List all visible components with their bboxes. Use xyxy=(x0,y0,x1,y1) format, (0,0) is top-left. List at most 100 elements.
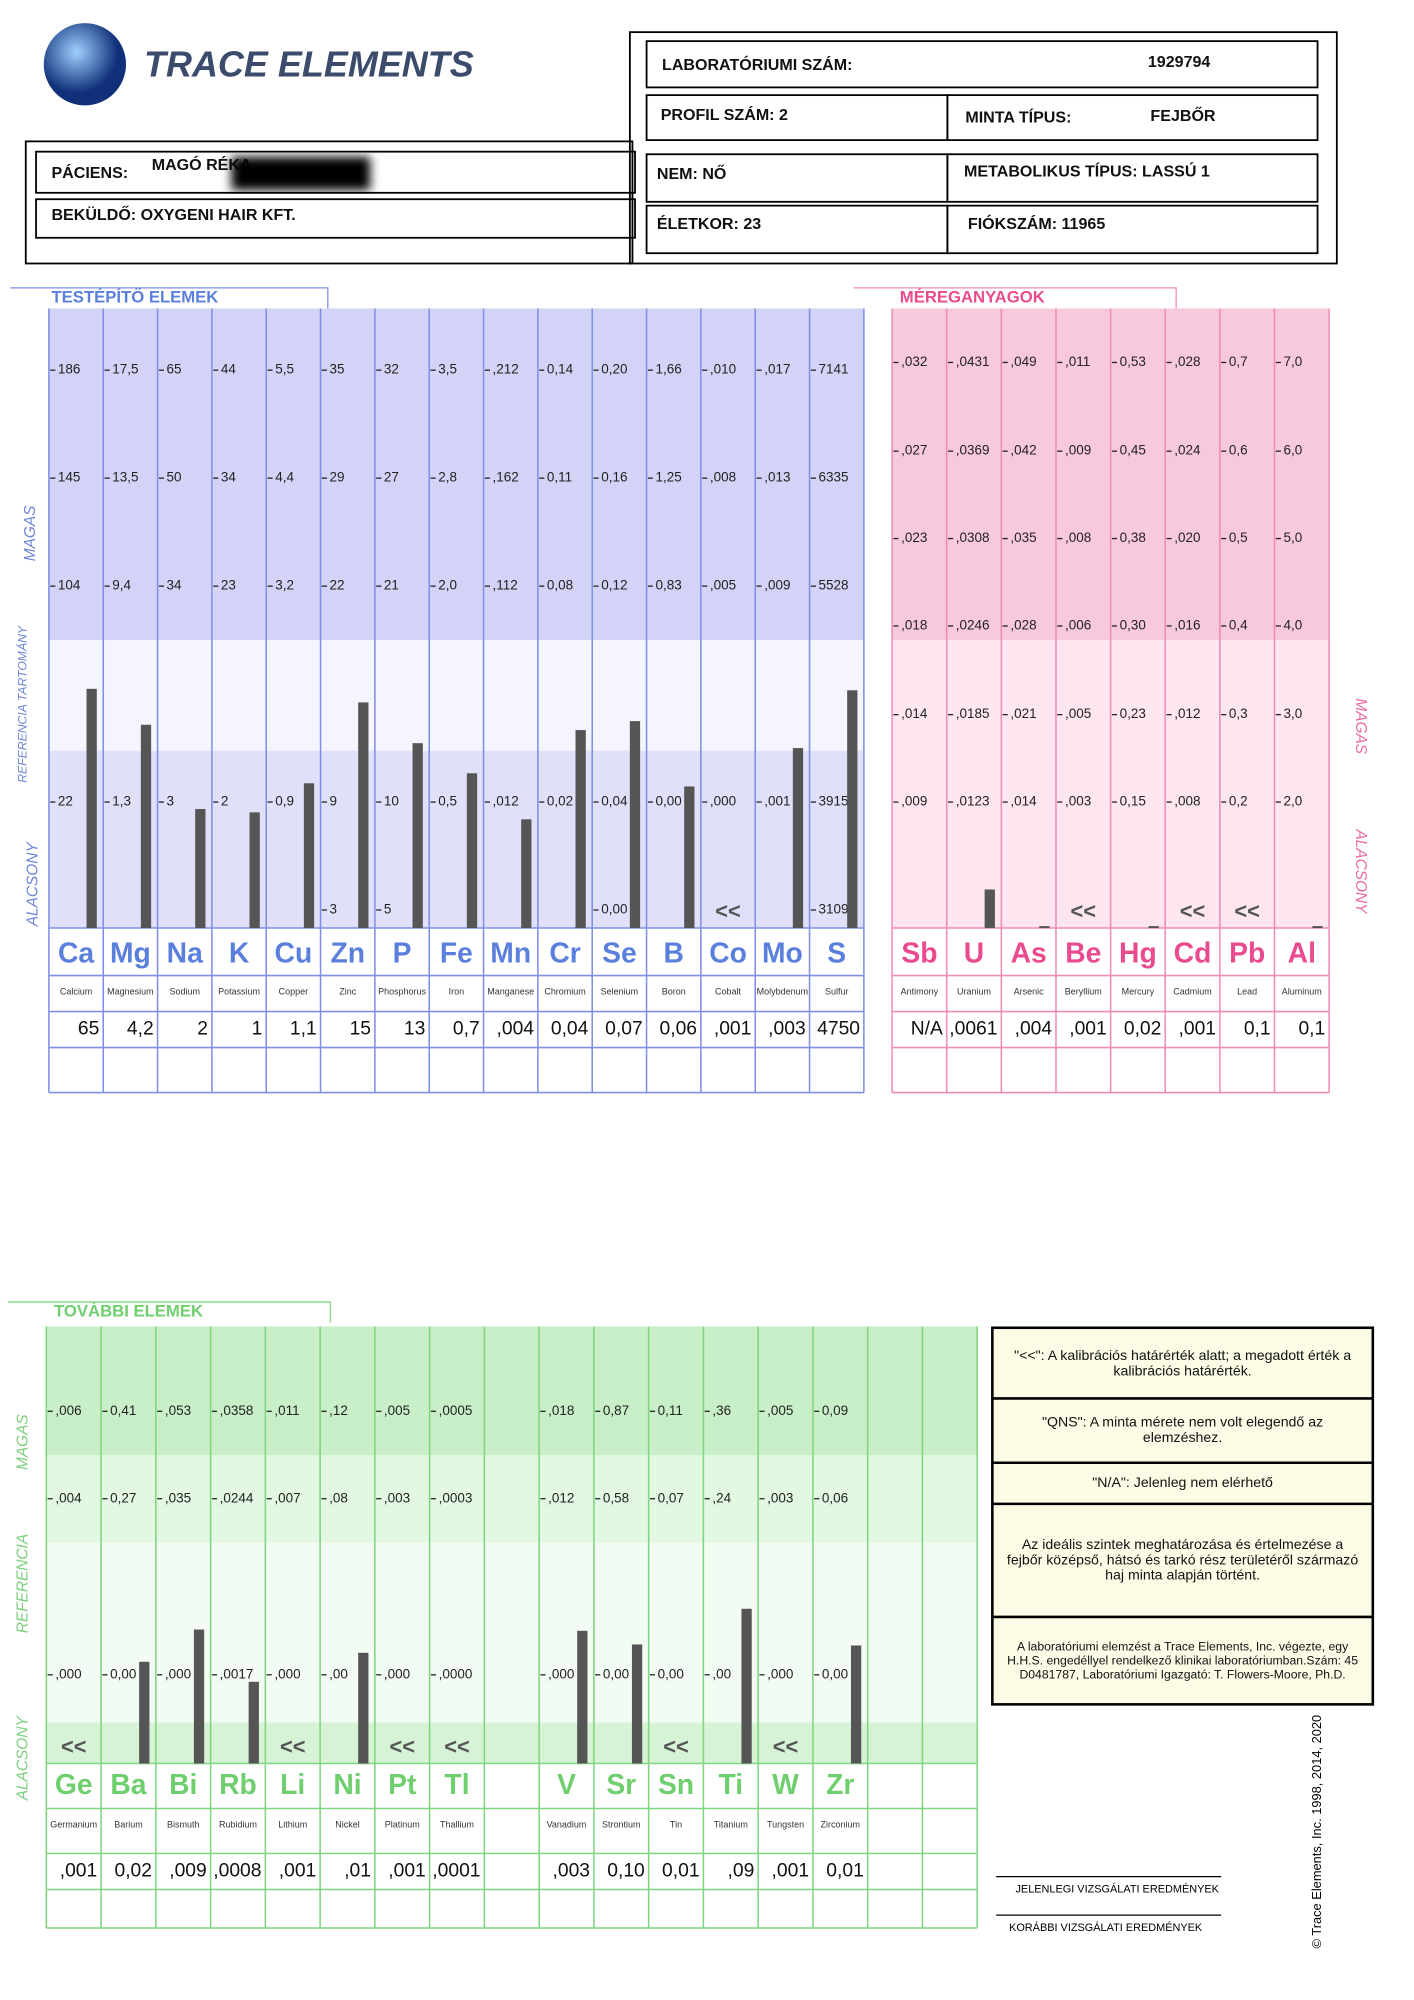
element-symbol: W xyxy=(772,1768,799,1800)
tick-label: 10 xyxy=(384,794,399,809)
tick-label: ,017 xyxy=(764,362,790,377)
element-symbol: K xyxy=(229,936,250,968)
tick-label: 21 xyxy=(384,578,399,593)
element-name: Rubidium xyxy=(219,1820,257,1830)
title-bracket xyxy=(7,1301,332,1323)
element-symbol: U xyxy=(964,936,984,968)
result-bar xyxy=(1312,926,1323,929)
note: "<<": A kalibrációs határérték alatt; a … xyxy=(1014,1347,1352,1379)
tick-label: 3915 xyxy=(819,794,849,809)
zone xyxy=(46,1763,978,1929)
result-value: ,009 xyxy=(169,1861,207,1882)
tick-label: 1,25 xyxy=(656,470,682,485)
result-bar xyxy=(521,819,532,929)
element-name: Aluminum xyxy=(1282,987,1322,997)
element-name: Tungsten xyxy=(767,1820,804,1830)
tick-label: 0,04 xyxy=(601,794,628,809)
tick-label: ,009 xyxy=(901,794,927,809)
below-flag: << xyxy=(773,1734,799,1759)
legend-item: KORÁBBI VIZSGÁLATI EREDMÉNYEK xyxy=(1009,1921,1203,1934)
element-symbol: Rb xyxy=(219,1768,257,1800)
note: A laboratóriumi elemzést a Trace Element… xyxy=(1007,1639,1359,1682)
element-symbol: P xyxy=(393,936,412,968)
field: METABOLIKUS TÍPUS: LASSÚ 1 xyxy=(964,161,1210,180)
tick-label: ,020 xyxy=(1174,530,1200,545)
result-value: ,001 xyxy=(1178,1019,1216,1040)
tick-label: 1,66 xyxy=(656,362,682,377)
result-value: 0,01 xyxy=(662,1861,699,1882)
result-value: 15 xyxy=(350,1019,371,1040)
result-value: 0,10 xyxy=(607,1861,645,1882)
header-fields: LABORATÓRIUMI SZÁM: 1929794 PROFIL SZÁM:… xyxy=(51,53,1215,233)
element-name: Calcium xyxy=(60,987,92,997)
tick-label: ,011 xyxy=(1065,354,1090,369)
tick-label: ,009 xyxy=(764,578,790,593)
tick-label: 1,3 xyxy=(112,794,131,809)
below-flag: << xyxy=(389,1734,415,1759)
tick-label: 0,83 xyxy=(656,578,682,593)
result-value: 13 xyxy=(404,1019,425,1040)
side-label: ALACSONY xyxy=(14,1715,31,1802)
element-symbol: Sn xyxy=(658,1768,694,1800)
element-symbol: Fe xyxy=(440,936,473,968)
result-bar xyxy=(466,773,478,929)
copyright: © Trace Elements, Inc. 1998, 2014, 2020 xyxy=(1309,1715,1324,1949)
element-symbol: Li xyxy=(280,1768,305,1800)
tick-label: 0,00 xyxy=(601,902,627,917)
result-bar xyxy=(248,1681,259,1764)
tick-label: 3 xyxy=(330,902,338,917)
zone xyxy=(48,750,864,929)
zone xyxy=(46,1326,978,1456)
below-flag: << xyxy=(715,898,741,923)
tick-label: ,012 xyxy=(548,1490,574,1505)
element-symbol: Sb xyxy=(901,936,937,968)
tick-label: 3 xyxy=(167,794,175,809)
result-value: ,003 xyxy=(553,1861,591,1882)
field: PÁCIENS: xyxy=(51,163,128,182)
tick-label: 0,2 xyxy=(1229,794,1248,809)
result-bar xyxy=(249,812,260,929)
zone xyxy=(48,640,864,751)
result-bar xyxy=(984,889,995,929)
tick-label: 0,06 xyxy=(822,1490,848,1505)
element-name: Manganese xyxy=(487,987,534,997)
tick-label: ,36 xyxy=(712,1403,731,1418)
panel: TOVÁBBI ELEMEK MAGAS REFERENCIA ALACSONY Ge G… xyxy=(7,1301,978,1929)
tick-label: 0,16 xyxy=(601,470,627,485)
result-value: ,001 xyxy=(772,1861,810,1882)
element-symbol: Bi xyxy=(169,1768,197,1800)
tick-label: 4,0 xyxy=(1283,618,1302,633)
tick-label: ,008 xyxy=(710,470,736,485)
element-symbol: Cd xyxy=(1174,936,1212,968)
panel-title: TOVÁBBI ELEMEK xyxy=(54,1302,203,1321)
note: "QNS": A minta mérete nem volt elegendő … xyxy=(1041,1415,1324,1447)
legend-item: JELENLEGI VIZSGÁLATI EREDMÉNYEK xyxy=(1015,1882,1219,1895)
zone xyxy=(46,1722,978,1764)
tick-label: ,003 xyxy=(384,1490,410,1505)
tick-label: 0,3 xyxy=(1229,706,1248,721)
tick-label: ,0308 xyxy=(956,530,990,545)
result-value: ,004 xyxy=(1015,1019,1053,1040)
element-name: Selenium xyxy=(601,987,638,997)
tick-label: 2,8 xyxy=(438,470,457,485)
tick-label: ,028 xyxy=(1010,618,1036,633)
tick-label: 34 xyxy=(167,578,182,593)
tick-label: 65 xyxy=(167,362,182,377)
result-bar xyxy=(850,1645,862,1764)
element-name: Magnesium xyxy=(107,987,153,997)
tick-label: ,00 xyxy=(329,1666,348,1681)
legend: JELENLEGI VIZSGÁLATI EREDMÉNYEK KORÁBBI … xyxy=(996,1875,1222,1934)
tick-label: ,008 xyxy=(1065,530,1091,545)
result-bar xyxy=(577,1630,588,1764)
tick-label: ,24 xyxy=(712,1490,731,1505)
element-name: Sodium xyxy=(169,987,199,997)
element-symbol: Sr xyxy=(606,1768,636,1800)
tick-label: ,035 xyxy=(165,1490,191,1505)
tick-label: 34 xyxy=(221,470,236,485)
below-flag: << xyxy=(1234,898,1260,923)
result-value: 4750 xyxy=(817,1019,860,1040)
result-value: ,001 xyxy=(388,1861,425,1882)
element-name: Barium xyxy=(114,1820,142,1830)
element-name: Mercury xyxy=(1122,987,1155,997)
tick-label: ,014 xyxy=(1010,794,1037,809)
